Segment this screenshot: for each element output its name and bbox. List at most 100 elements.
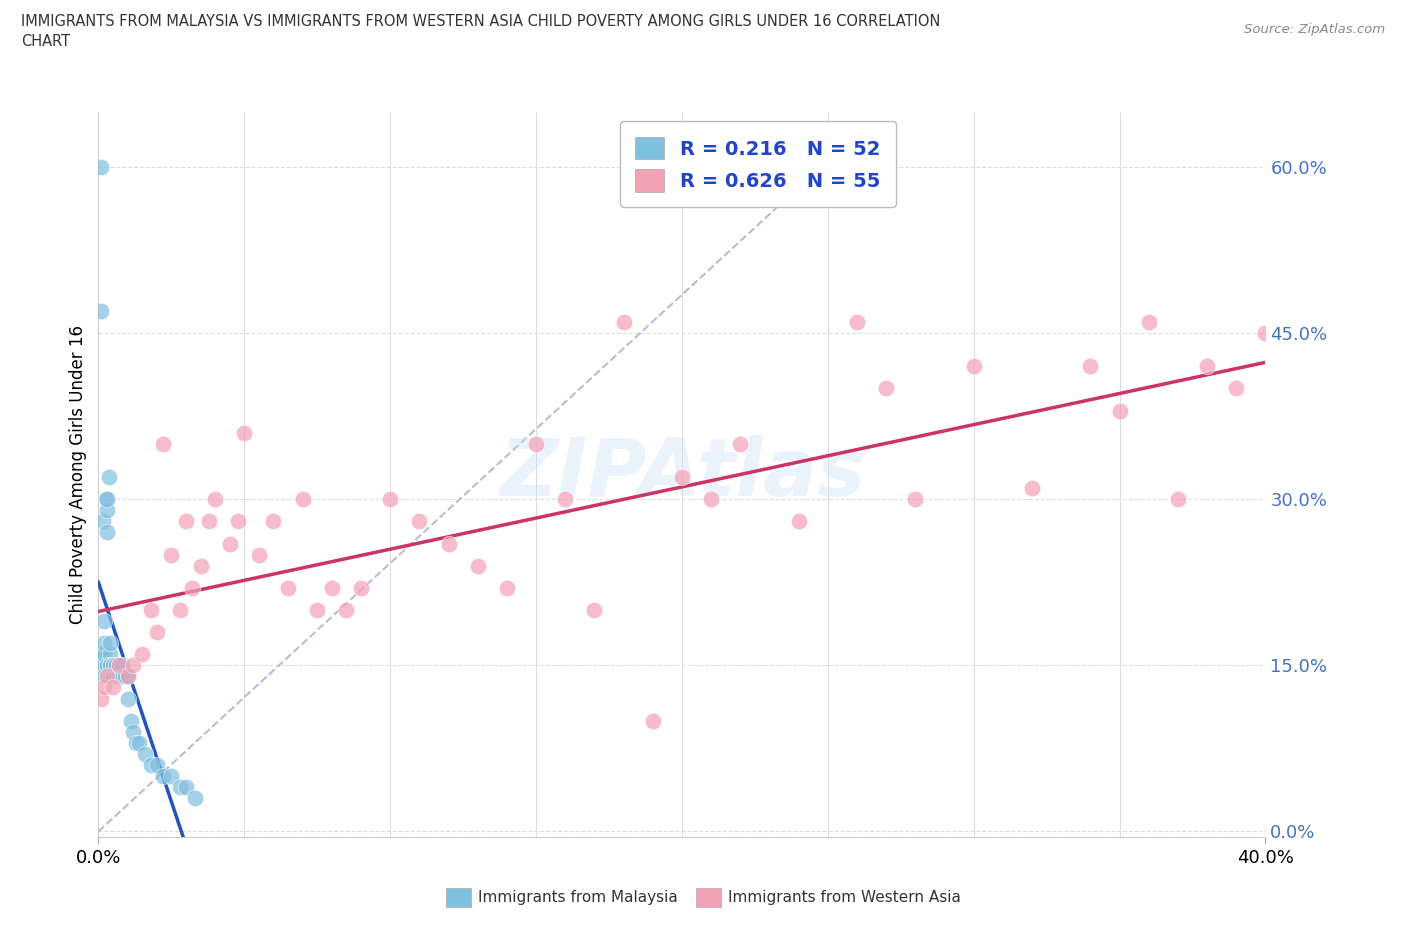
Point xyxy=(96,525,118,540)
Point xyxy=(437,536,460,551)
Point xyxy=(98,647,121,662)
Point xyxy=(183,790,205,805)
Point xyxy=(875,381,897,396)
Point xyxy=(641,713,664,728)
Point xyxy=(90,647,112,662)
Point xyxy=(104,658,127,672)
Point xyxy=(307,603,329,618)
Point xyxy=(96,503,118,518)
Point xyxy=(204,492,226,507)
Point xyxy=(122,658,145,672)
Point xyxy=(728,436,751,451)
Point xyxy=(169,779,191,794)
Point xyxy=(180,580,202,595)
Point xyxy=(101,658,124,672)
Point xyxy=(583,603,606,618)
Text: CHART: CHART xyxy=(21,34,70,49)
Point xyxy=(98,636,121,651)
Point xyxy=(101,658,124,672)
Point xyxy=(101,669,124,684)
Point xyxy=(134,747,156,762)
Point xyxy=(93,680,115,695)
Text: IMMIGRANTS FROM MALAYSIA VS IMMIGRANTS FROM WESTERN ASIA CHILD POVERTY AMONG GIR: IMMIGRANTS FROM MALAYSIA VS IMMIGRANTS F… xyxy=(21,14,941,29)
Point xyxy=(93,636,115,651)
Point xyxy=(90,303,112,318)
Point xyxy=(96,658,118,672)
Point xyxy=(169,603,191,618)
Text: Immigrants from Western Asia: Immigrants from Western Asia xyxy=(728,890,962,905)
Point xyxy=(98,658,121,672)
Y-axis label: Child Poverty Among Girls Under 16: Child Poverty Among Girls Under 16 xyxy=(69,325,87,624)
Point xyxy=(146,625,169,640)
Point xyxy=(131,647,153,662)
Point xyxy=(117,691,139,706)
Point xyxy=(233,425,256,440)
Point xyxy=(1108,404,1130,418)
Point xyxy=(1167,492,1189,507)
Legend: R = 0.216   N = 52, R = 0.626   N = 55: R = 0.216 N = 52, R = 0.626 N = 55 xyxy=(620,121,896,207)
Point xyxy=(93,647,115,662)
Point xyxy=(228,514,250,529)
Point xyxy=(108,658,131,672)
Point xyxy=(104,669,127,684)
Point xyxy=(90,160,112,175)
Point xyxy=(321,580,343,595)
Point xyxy=(787,514,810,529)
Point xyxy=(554,492,576,507)
Point xyxy=(700,492,723,507)
Point xyxy=(101,680,124,695)
Point xyxy=(97,470,120,485)
Point xyxy=(96,492,118,507)
Point xyxy=(174,779,197,794)
Point xyxy=(91,514,114,529)
Point xyxy=(218,536,240,551)
Point xyxy=(1195,359,1218,374)
Point xyxy=(90,658,112,672)
Point xyxy=(139,603,162,618)
Point xyxy=(174,514,197,529)
Point xyxy=(612,314,634,329)
Point xyxy=(93,614,115,629)
Point xyxy=(108,669,131,684)
Text: Source: ZipAtlas.com: Source: ZipAtlas.com xyxy=(1244,23,1385,36)
Point xyxy=(152,769,174,784)
Point xyxy=(277,580,299,595)
Point xyxy=(111,669,134,684)
Point xyxy=(98,658,121,672)
Text: ZIPAtlas: ZIPAtlas xyxy=(499,435,865,513)
Point xyxy=(90,691,112,706)
Point xyxy=(1021,481,1043,496)
Point xyxy=(96,669,118,684)
Point xyxy=(247,547,270,562)
Point xyxy=(114,669,136,684)
Point xyxy=(1137,314,1160,329)
Point xyxy=(93,669,115,684)
Point xyxy=(114,669,136,684)
Text: Immigrants from Malaysia: Immigrants from Malaysia xyxy=(478,890,678,905)
Point xyxy=(128,736,150,751)
Point xyxy=(120,713,142,728)
Point xyxy=(198,514,221,529)
Point xyxy=(408,514,430,529)
Point xyxy=(152,436,174,451)
Point xyxy=(524,436,547,451)
Point xyxy=(190,558,212,573)
Point xyxy=(111,669,134,684)
Point xyxy=(117,669,139,684)
Point xyxy=(350,580,373,595)
Point xyxy=(378,492,402,507)
Point xyxy=(671,470,693,485)
Point xyxy=(845,314,868,329)
Point xyxy=(495,580,517,595)
Point xyxy=(104,658,127,672)
Point xyxy=(139,758,162,773)
Point xyxy=(117,669,139,684)
Point xyxy=(90,658,112,672)
Point xyxy=(94,492,117,507)
Point xyxy=(96,658,118,672)
Point xyxy=(291,492,314,507)
Point xyxy=(335,603,357,618)
Point xyxy=(98,658,121,672)
Point xyxy=(146,758,169,773)
Point xyxy=(101,658,124,672)
